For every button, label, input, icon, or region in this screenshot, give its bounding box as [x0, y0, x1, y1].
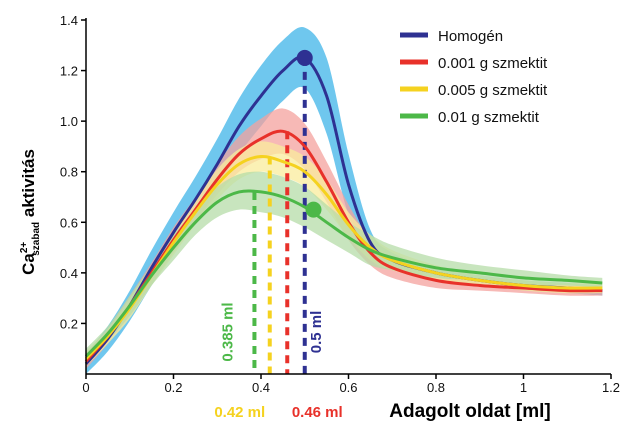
x-tick-label: 1	[520, 380, 527, 395]
legend-label-0-01-g-szmektit: 0.01 g szmektit	[438, 109, 540, 126]
x-axis-title: Adagolt oldat [ml]	[389, 401, 550, 422]
y-tick-label: 1.2	[60, 64, 78, 79]
y-tick-label: 0.8	[60, 165, 78, 180]
x-tick-label: 0.6	[339, 380, 357, 395]
series-lines	[84, 55, 603, 365]
x-tick-label: 0.2	[164, 380, 182, 395]
y-tick-label: 1.0	[60, 114, 78, 129]
x-tick-label: 0.8	[427, 380, 445, 395]
anno-0-385-ml: 0.385 ml	[219, 302, 236, 361]
peak-drop-lines	[252, 57, 307, 374]
marker-homog-n	[296, 49, 313, 66]
x-tick-label: 0.4	[252, 380, 270, 395]
band-0-01-g-szmektit	[86, 171, 603, 364]
x-tick-label: 1.2	[602, 380, 620, 395]
y-tick-label: 0.4	[60, 266, 78, 281]
confidence-bands	[86, 27, 603, 375]
peak-markers	[296, 49, 322, 218]
anno-0-46-ml: 0.46 ml	[292, 404, 343, 421]
legend-label-homog-n: Homogén	[438, 28, 503, 45]
anno-0-42-ml: 0.42 ml	[214, 404, 265, 421]
legend: Homogén 0.001 g szmektit 0.005 g szmektit 0…	[400, 28, 548, 126]
annotations: 0.385 ml 0.42 ml 0.46 ml 0.5 ml	[214, 302, 342, 421]
y-tick-label: 0.2	[60, 316, 78, 331]
y-axis-title: Ca2+szabad aktivitás	[19, 149, 42, 275]
legend-label-0-005-g-szmektit: 0.005 g szmektit	[438, 82, 548, 99]
y-tick-label: 0.6	[60, 215, 78, 230]
line-0-01-g-szmektit	[84, 189, 603, 358]
y-tick-label: 1.4	[60, 13, 78, 28]
marker-0-01-g-szmektit	[305, 201, 322, 218]
axes: 0.2 0.4 0.6 0.8 1.0 1.2 1.4 0 0.2 0.4 0.6 0.8 1 1.2	[60, 13, 620, 395]
anno-0-5-ml: 0.5 ml	[308, 311, 325, 354]
x-tick-label: 0	[82, 380, 89, 395]
legend-label-0-001-g-szmektit: 0.001 g szmektit	[438, 55, 548, 72]
